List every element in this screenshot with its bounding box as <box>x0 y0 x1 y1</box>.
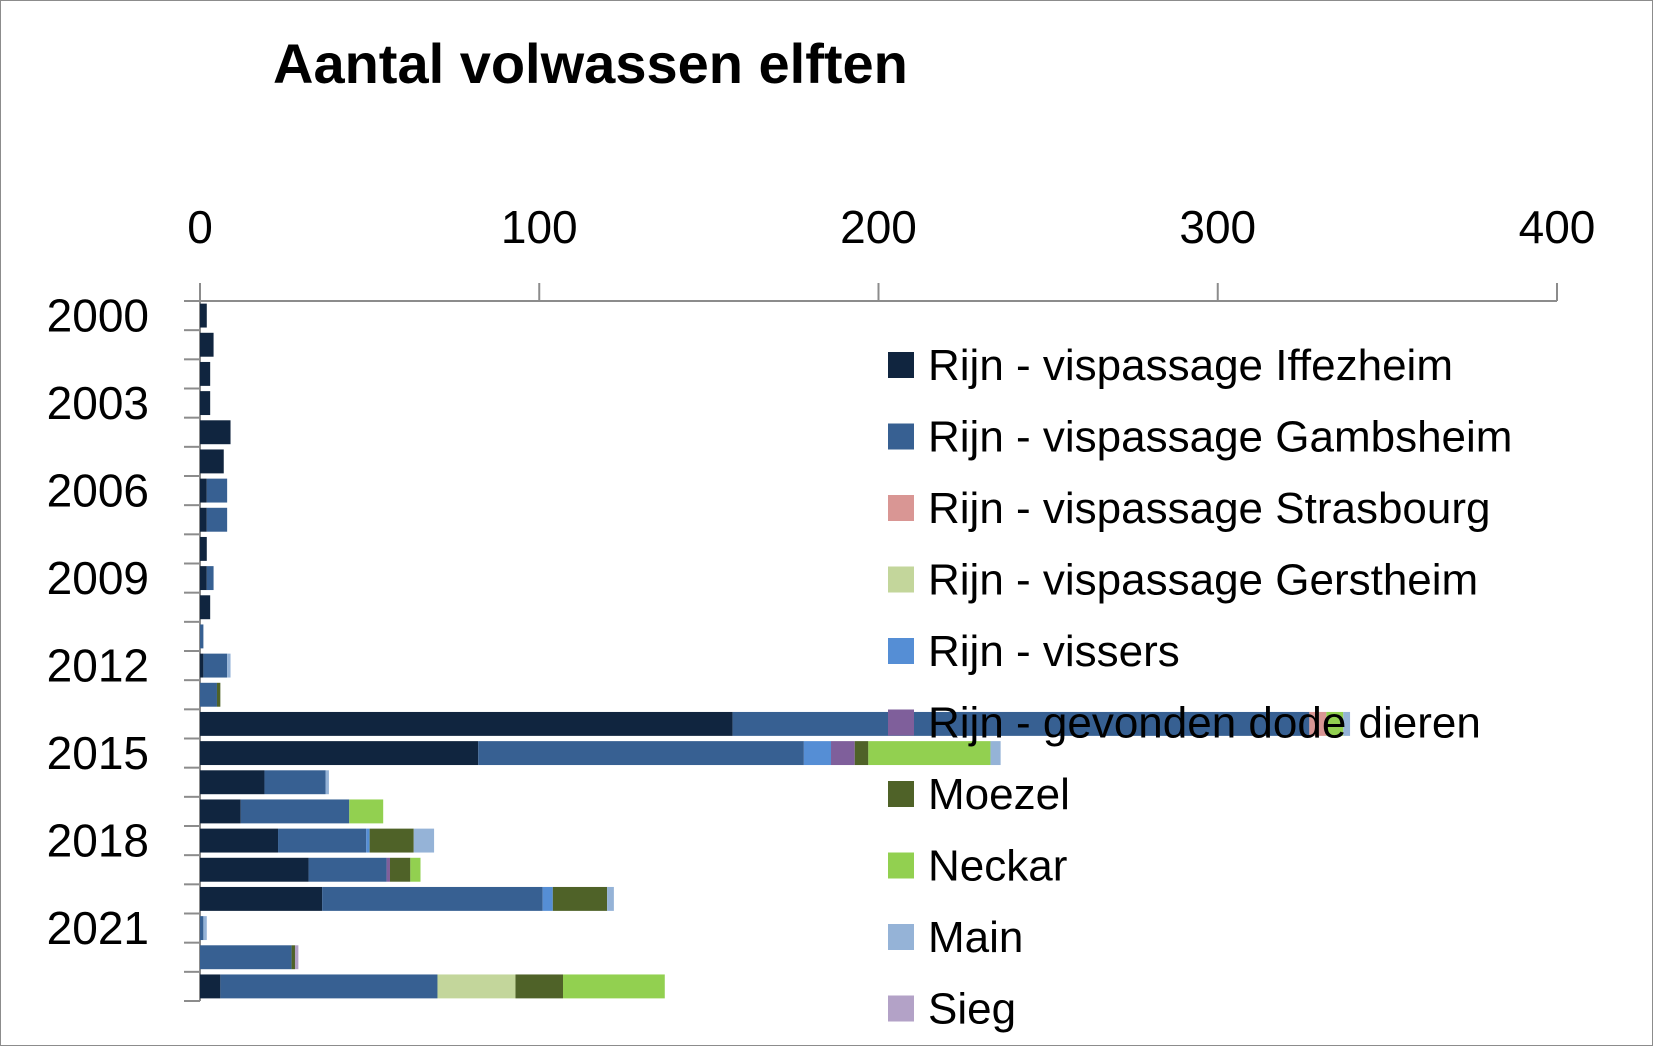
bar-2000-series-0 <box>200 303 207 328</box>
bar-2022-series-6 <box>291 945 295 970</box>
bar-2019-series-1 <box>308 857 387 882</box>
bar-2004-series-0 <box>200 420 231 445</box>
y-tick-label: 2006 <box>47 465 149 517</box>
bar-2014-series-2 <box>1309 711 1327 736</box>
bar-2012-series-1 <box>203 653 228 678</box>
legend-swatch <box>888 638 914 664</box>
y-tick-label: 2018 <box>47 815 149 867</box>
bar-2014-series-1 <box>732 711 1310 736</box>
bar-2020-series-0 <box>200 886 323 911</box>
y-tick-label: 2012 <box>47 640 149 692</box>
legend-swatch <box>888 924 914 950</box>
bar-2009-series-0 <box>200 566 207 591</box>
bar-2015-series-0 <box>200 741 479 766</box>
bar-2015-series-6 <box>854 741 869 766</box>
bar-2014-series-0 <box>200 711 733 736</box>
y-tick-label: 2000 <box>47 290 149 342</box>
bar-2018-series-4 <box>366 828 370 853</box>
bar-2013-series-6 <box>216 682 221 707</box>
x-tick-label: 100 <box>501 201 578 253</box>
bar-2018-series-8 <box>413 828 435 853</box>
legend-swatch <box>888 352 914 378</box>
legend-label: Rijn - vispassage Strasbourg <box>928 484 1490 533</box>
legend-label: Sieg <box>928 985 1016 1034</box>
bar-2017-series-1 <box>240 799 350 824</box>
bar-2015-series-8 <box>990 741 1001 766</box>
legend-label: Moezel <box>928 770 1070 819</box>
y-tick-label: 2003 <box>47 377 149 429</box>
legend-label: Main <box>928 913 1023 962</box>
bar-2019-series-6 <box>389 857 411 882</box>
legend-label: Neckar <box>928 842 1067 891</box>
bar-2017-series-7 <box>349 799 384 824</box>
legend-label: Rijn - vissers <box>928 627 1180 676</box>
legend-label: Rijn - vispassage Gerstheim <box>928 556 1478 605</box>
bar-2020-series-6 <box>552 886 608 911</box>
bar-2018-series-6 <box>369 828 414 853</box>
bar-2019-series-7 <box>410 857 421 882</box>
legend-swatch <box>888 852 914 879</box>
bar-2020-series-1 <box>322 886 543 911</box>
x-tick-label: 200 <box>840 201 917 253</box>
chart-title: Aantal volwassen elften <box>273 32 908 95</box>
bar-2016-series-8 <box>325 770 329 795</box>
bar-2003-series-0 <box>200 391 211 416</box>
bar-2002-series-0 <box>200 361 211 386</box>
x-tick-label: 0 <box>187 201 213 253</box>
y-tick-label: 2015 <box>47 727 149 779</box>
bar-2014-series-7 <box>1326 711 1344 736</box>
bar-2006-series-0 <box>200 478 207 503</box>
bar-2005-series-0 <box>200 449 224 474</box>
bar-2022-series-9 <box>294 945 299 970</box>
bar-2019-series-5 <box>386 857 390 882</box>
bar-2016-series-1 <box>264 770 326 795</box>
bar-2019-series-0 <box>200 857 309 882</box>
bar-2023-series-6 <box>515 974 563 999</box>
bar-2015-series-4 <box>803 741 832 766</box>
bar-2001-series-0 <box>200 332 214 357</box>
bar-2023-series-7 <box>562 974 665 999</box>
bar-2010-series-0 <box>200 595 211 620</box>
legend-swatch <box>888 495 914 521</box>
legend-swatch <box>888 709 914 736</box>
legend-swatch <box>888 781 914 807</box>
bar-2009-series-1 <box>206 566 214 591</box>
legend-swatch <box>888 566 914 593</box>
bar-2015-series-1 <box>478 741 804 766</box>
bar-2017-series-0 <box>200 799 241 824</box>
bar-2012-series-0 <box>200 653 204 678</box>
bar-2011-series-1 <box>200 624 204 649</box>
bar-2007-series-1 <box>206 507 228 532</box>
bar-2020-series-8 <box>607 886 614 911</box>
bar-2006-series-1 <box>206 478 228 503</box>
x-tick-label: 300 <box>1179 201 1256 253</box>
legend-label: Rijn - gevonden dode dieren <box>928 699 1481 748</box>
bar-2016-series-0 <box>200 770 265 795</box>
legend-swatch <box>888 995 914 1022</box>
bar-2013-series-1 <box>200 682 217 707</box>
bar-2023-series-0 <box>200 974 221 999</box>
bar-2015-series-5 <box>831 741 855 766</box>
bar-2018-series-1 <box>278 828 367 853</box>
legend-label: Rijn - vispassage Iffezheim <box>928 341 1453 390</box>
y-tick-label: 2021 <box>47 902 149 954</box>
bar-2022-series-1 <box>200 945 292 970</box>
bar-2023-series-3 <box>437 974 516 999</box>
bar-2021-series-1 <box>200 916 204 941</box>
x-tick-label: 400 <box>1519 201 1596 253</box>
bar-2012-series-8 <box>227 653 231 678</box>
bar-2008-series-0 <box>200 536 207 561</box>
bar-2018-series-0 <box>200 828 279 853</box>
bar-2023-series-1 <box>220 974 438 999</box>
bar-2020-series-4 <box>542 886 553 911</box>
legend-label: Rijn - vispassage Gambsheim <box>928 413 1512 462</box>
bar-2015-series-7 <box>868 741 991 766</box>
legend-swatch <box>888 423 914 450</box>
bar-2021-series-8 <box>203 916 207 941</box>
bar-2014-series-8 <box>1343 711 1351 736</box>
y-tick-label: 2009 <box>47 552 149 604</box>
bar-2007-series-0 <box>200 507 207 532</box>
